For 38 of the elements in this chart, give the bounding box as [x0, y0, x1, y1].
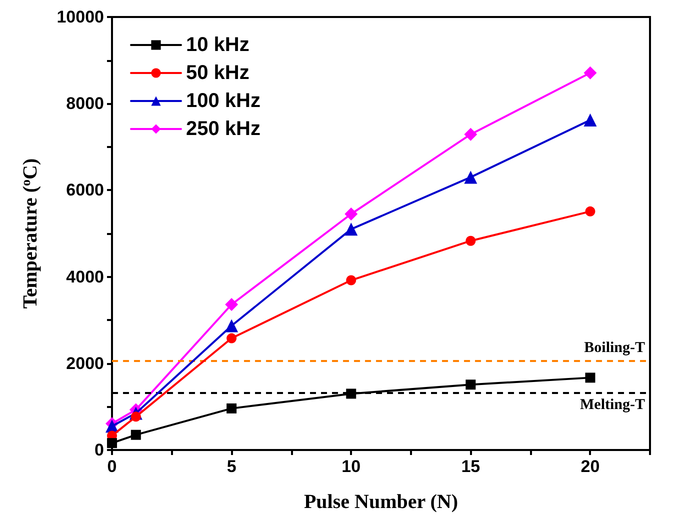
- point: [464, 170, 478, 184]
- legend-label: 250 kHz: [186, 118, 260, 140]
- legend-label: 100 kHz: [186, 90, 260, 112]
- y-tick-label: 2000: [66, 354, 104, 373]
- legend-label: 10 kHz: [186, 34, 250, 56]
- point: [344, 208, 358, 221]
- ref-line-label: Melting-T: [580, 396, 645, 413]
- point: [346, 275, 356, 286]
- x-tick-label: 0: [107, 457, 117, 476]
- y-tick-label: 0: [94, 440, 104, 460]
- x-axis-title: Pulse Number (N): [304, 491, 458, 513]
- point: [225, 319, 238, 332]
- x-tick-label: 5: [226, 457, 236, 476]
- y-tick-label: 10000: [56, 8, 104, 26]
- x-tick-label: 20: [580, 457, 600, 476]
- x-tick-label: 15: [461, 457, 480, 476]
- point: [585, 206, 596, 216]
- point: [464, 128, 478, 141]
- point: [226, 403, 237, 414]
- ref-line-label: Boiling-T: [584, 340, 645, 356]
- point: [584, 114, 597, 127]
- point: [466, 380, 476, 390]
- legend-label: 50 kHz: [186, 62, 250, 84]
- point: [130, 412, 141, 422]
- point: [346, 388, 356, 399]
- y-tick-label: 8000: [66, 94, 104, 114]
- point: [344, 222, 358, 236]
- point: [584, 66, 597, 80]
- point: [466, 236, 476, 246]
- y-axis-title: Temperature (oC): [18, 158, 42, 309]
- y-tick-label: 6000: [66, 180, 104, 200]
- point: [226, 333, 237, 344]
- x-tick-label: 10: [342, 457, 361, 476]
- y-tick-label: 4000: [66, 267, 104, 286]
- point: [107, 438, 117, 448]
- point: [225, 298, 238, 312]
- point: [585, 372, 596, 383]
- point: [130, 430, 141, 440]
